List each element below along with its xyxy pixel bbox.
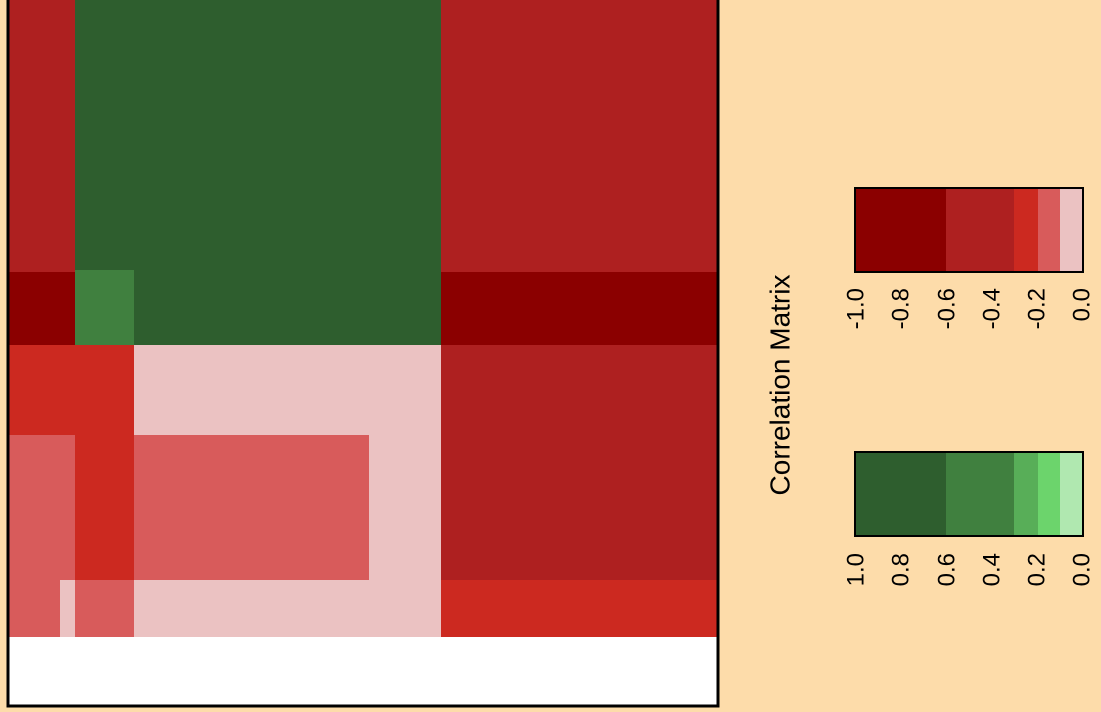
cell (134, 435, 369, 580)
swatch (1014, 188, 1038, 272)
swatch (1060, 188, 1083, 272)
swatch (1060, 452, 1083, 536)
cell (441, 580, 718, 637)
swatch-border (854, 451, 1084, 537)
cell (441, 0, 718, 272)
cell (75, 270, 134, 345)
cell (60, 580, 75, 637)
legend-label: 1.0 (842, 553, 869, 586)
cell (8, 0, 75, 272)
matrix-border (6, 0, 720, 708)
legend-label: -0.6 (933, 288, 960, 329)
cell (8, 272, 75, 345)
swatch (855, 188, 946, 272)
cell (75, 0, 441, 345)
legend-label: -1.0 (842, 288, 869, 329)
legend-label: 0.0 (1068, 553, 1095, 586)
cell (8, 345, 134, 435)
negative-legend (854, 187, 1084, 273)
swatch-border (854, 187, 1084, 273)
matrix (6, 0, 720, 708)
legend-label: 0.6 (933, 553, 960, 586)
cell (75, 580, 134, 637)
cell (441, 345, 718, 580)
swatch (855, 452, 946, 536)
cell (75, 435, 134, 580)
legend-label: -0.4 (978, 288, 1005, 329)
legend-label: -0.2 (1023, 288, 1050, 329)
swatch (1038, 188, 1060, 272)
legend-label: 0.2 (1023, 553, 1050, 586)
legend-labels: -1.0 -0.8 -0.6 -0.4 -0.2 0.0 1.0 0.8 0.6 0.4 0.2 0.… (842, 288, 1095, 586)
swatch (1014, 452, 1038, 536)
legend-label: 0.0 (1068, 288, 1095, 321)
legend-label: 0.4 (978, 553, 1005, 586)
swatch (946, 452, 1014, 536)
swatch (1038, 452, 1060, 536)
legend-title: Correlation Matrix (764, 275, 795, 496)
positive-legend (854, 451, 1084, 537)
legend-label: 0.8 (887, 553, 914, 586)
cell (441, 272, 718, 345)
legend-label: -0.8 (887, 288, 914, 329)
swatch (946, 188, 1014, 272)
